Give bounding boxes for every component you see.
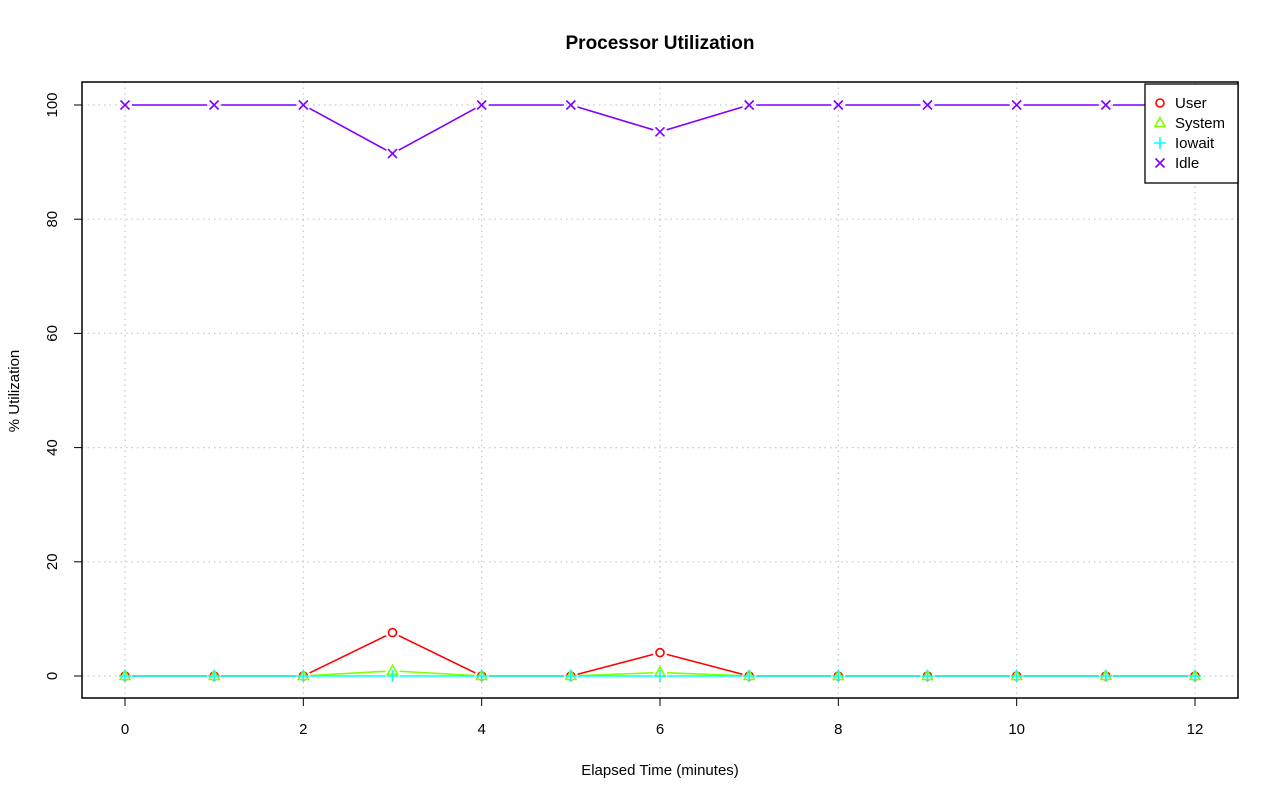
y-tick-label: 80	[44, 211, 61, 228]
data-point-idle	[298, 99, 309, 111]
series-segment-idle	[666, 106, 743, 131]
data-point-iowait	[654, 670, 666, 682]
y-tick-label: 40	[44, 439, 61, 456]
data-point-iowait	[564, 670, 577, 682]
data-point-iowait	[743, 670, 756, 682]
x-tick-label: 2	[299, 721, 307, 738]
data-point-idle	[209, 99, 220, 111]
data-point-idle	[1100, 99, 1111, 111]
data-point-iowait	[297, 670, 310, 682]
data-point-idle	[1011, 99, 1022, 111]
data-point-iowait	[386, 670, 399, 682]
legend-label-iowait: Iowait	[1175, 135, 1215, 152]
x-tick-label: 10	[1008, 721, 1025, 738]
legend-label-idle: Idle	[1175, 155, 1199, 172]
data-point-iowait	[1010, 670, 1023, 682]
x-tick-label: 0	[121, 721, 129, 738]
plot-frame	[81, 81, 1239, 699]
series-layer	[118, 99, 1202, 682]
y-tick-label: 100	[44, 92, 61, 117]
data-point-idle	[476, 99, 487, 111]
grid	[82, 82, 1238, 698]
series-idle	[119, 99, 1201, 159]
chart-title: Processor Utilization	[566, 33, 755, 54]
series-iowait	[119, 670, 1201, 682]
data-point-iowait	[475, 670, 488, 682]
x-axis-label: Elapsed Time (minutes)	[581, 762, 739, 779]
y-tick-label: 0	[44, 672, 61, 680]
series-segment-system	[310, 670, 386, 677]
data-point-iowait	[208, 670, 221, 682]
series-segment-idle	[309, 107, 387, 151]
series-segment-idle	[577, 106, 654, 131]
series-segment-user	[398, 634, 476, 674]
data-point-iowait	[921, 670, 934, 682]
data-point-idle	[119, 99, 131, 111]
series-segment-system	[399, 670, 475, 677]
series-segment-user	[577, 653, 654, 675]
x-tick-label: 4	[477, 721, 485, 738]
data-point-iowait	[832, 670, 845, 682]
data-point-idle	[565, 99, 576, 111]
data-point-iowait	[1099, 670, 1112, 682]
legend-marker-system	[1153, 115, 1167, 128]
data-point-user	[655, 647, 665, 658]
data-point-iowait	[119, 670, 131, 682]
legend-marker-user	[1155, 98, 1165, 108]
legend-marker-iowait	[1154, 137, 1166, 149]
legend-marker-idle	[1154, 157, 1166, 169]
series-segment-user	[309, 634, 387, 674]
series-segment-user	[666, 653, 743, 675]
legend: User System Iowait Idle	[1144, 83, 1239, 184]
x-tick-label: 6	[656, 721, 664, 738]
x-tick-label: 8	[834, 721, 842, 738]
data-point-idle	[922, 99, 933, 111]
y-axis-label: % Utilization	[6, 350, 23, 433]
legend-label-system: System	[1175, 115, 1225, 132]
data-point-idle	[744, 99, 755, 111]
y-tick-label: 20	[44, 553, 61, 570]
x-tick-label: 12	[1187, 721, 1204, 738]
y-tick-label: 60	[44, 325, 61, 342]
data-point-idle	[833, 99, 844, 111]
data-point-user	[387, 627, 398, 638]
legend-label-user: User	[1175, 95, 1207, 112]
data-point-idle	[387, 148, 398, 159]
series-segment-idle	[398, 107, 476, 151]
data-point-iowait	[1189, 670, 1201, 682]
data-point-idle	[654, 126, 666, 137]
axes: 0 2 4 6 8 10 12 0 20 40 60 80 100	[44, 92, 1203, 738]
